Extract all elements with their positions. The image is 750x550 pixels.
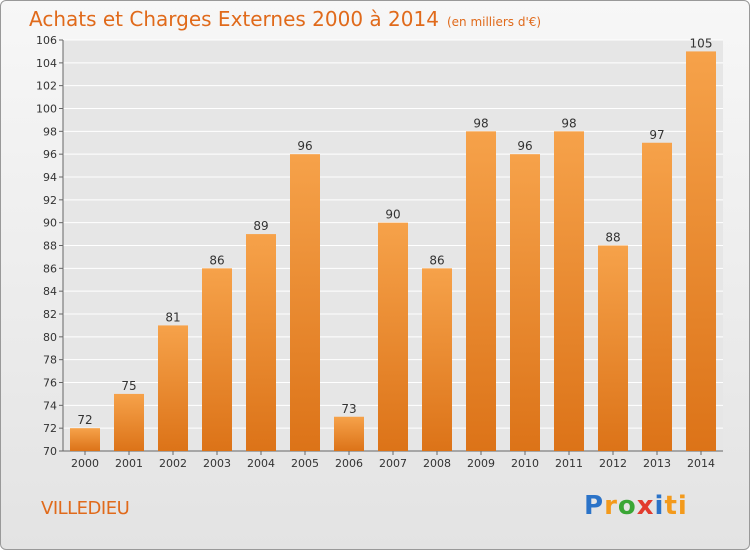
- bar: [334, 416, 364, 451]
- value-label: 90: [385, 208, 400, 222]
- y-tick-label: 106: [36, 34, 57, 47]
- y-tick-label: 90: [43, 217, 57, 230]
- value-label: 88: [605, 231, 620, 245]
- y-tick-label: 80: [43, 331, 57, 344]
- chart-title: Achats et Charges Externes 2000 à 2014 (e…: [29, 7, 541, 31]
- x-tick-label: 2004: [247, 457, 275, 470]
- y-tick-label: 102: [36, 80, 57, 93]
- value-label: 86: [209, 253, 224, 267]
- y-tick-label: 92: [43, 194, 57, 207]
- bar: [642, 142, 672, 451]
- bar: [686, 51, 716, 452]
- x-tick-label: 2001: [115, 457, 143, 470]
- city-name: VILLEDIEU: [41, 498, 130, 519]
- value-label: 96: [297, 139, 312, 153]
- value-label: 96: [517, 139, 532, 153]
- y-tick-label: 86: [43, 262, 57, 275]
- x-tick-label: 2007: [379, 457, 407, 470]
- x-tick-label: 2012: [599, 457, 627, 470]
- bar: [554, 131, 584, 452]
- x-tick-label: 2000: [71, 457, 99, 470]
- bar: [422, 268, 452, 451]
- value-label: 89: [253, 219, 268, 233]
- y-tick-label: 88: [43, 240, 57, 253]
- y-tick-label: 96: [43, 148, 57, 161]
- x-tick-label: 2013: [643, 457, 671, 470]
- x-tick-label: 2002: [159, 457, 187, 470]
- bar: [510, 154, 540, 451]
- value-label: 86: [429, 253, 444, 267]
- value-label: 81: [165, 310, 180, 324]
- chart-unit: (en milliers d'€): [446, 15, 542, 29]
- x-tick-label: 2009: [467, 457, 495, 470]
- bar: [466, 131, 496, 452]
- x-tick-label: 2010: [511, 457, 539, 470]
- y-tick-label: 98: [43, 125, 57, 138]
- bar: [598, 245, 628, 451]
- x-tick-label: 2005: [291, 457, 319, 470]
- logo-letter: o: [617, 491, 637, 521]
- x-tick-label: 2011: [555, 457, 583, 470]
- y-tick-label: 70: [43, 445, 57, 458]
- logo-letter: r: [604, 491, 618, 521]
- value-label: 105: [690, 36, 713, 50]
- value-label: 73: [341, 402, 356, 416]
- value-label: 75: [121, 379, 136, 393]
- y-tick-label: 94: [43, 171, 57, 184]
- y-tick-label: 76: [43, 377, 57, 390]
- bar: [246, 234, 276, 451]
- y-tick-label: 84: [43, 285, 57, 298]
- y-tick-label: 78: [43, 354, 57, 367]
- value-label: 72: [77, 413, 92, 427]
- value-label: 97: [649, 128, 664, 142]
- logo-letter: x: [636, 491, 655, 521]
- y-tick-label: 100: [36, 103, 57, 116]
- chart-title-text: Achats et Charges Externes 2000 à 2014: [29, 7, 439, 31]
- logo-letter: P: [584, 491, 605, 521]
- y-tick-label: 74: [43, 399, 57, 412]
- logo-letter: ti: [664, 491, 688, 521]
- bar: [70, 428, 100, 451]
- value-label: 98: [561, 116, 576, 130]
- proxiti-logo: Proxiti: [584, 491, 688, 521]
- x-tick-label: 2006: [335, 457, 363, 470]
- x-tick-label: 2014: [687, 457, 715, 470]
- bar: [202, 268, 232, 451]
- bar: [158, 325, 188, 451]
- y-tick-label: 82: [43, 308, 57, 321]
- logo-letter: i: [654, 491, 665, 521]
- y-tick-label: 72: [43, 422, 57, 435]
- bar: [290, 154, 320, 451]
- x-tick-label: 2008: [423, 457, 451, 470]
- bar: [114, 393, 144, 451]
- value-label: 98: [473, 116, 488, 130]
- y-tick-label: 104: [36, 57, 57, 70]
- x-tick-label: 2003: [203, 457, 231, 470]
- bar: [378, 222, 408, 451]
